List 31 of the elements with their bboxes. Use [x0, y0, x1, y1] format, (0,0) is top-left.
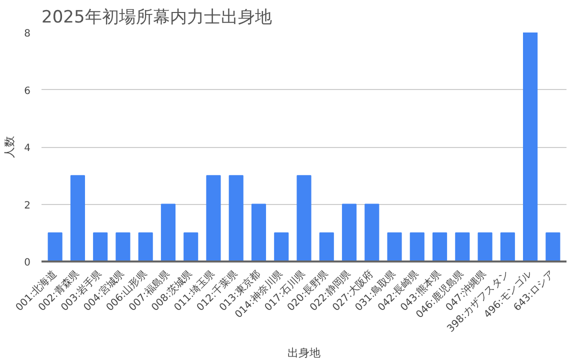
- bar: [116, 232, 130, 262]
- y-tick-label: 4: [24, 143, 31, 154]
- bar: [410, 232, 424, 262]
- y-tick-label: 8: [24, 28, 31, 40]
- bar: [455, 232, 470, 262]
- y-tick-label: 2: [24, 200, 31, 212]
- bar: [160, 204, 176, 262]
- y-tick-label: 0: [24, 258, 31, 268]
- x-axis-title: 出身地: [288, 346, 320, 360]
- bar: [228, 175, 244, 262]
- bar: [319, 232, 334, 262]
- bar: [364, 204, 380, 262]
- bar: [206, 175, 221, 262]
- bar: [274, 232, 289, 262]
- bar: [478, 232, 492, 262]
- y-tick-label: 6: [24, 86, 31, 97]
- bar: [432, 232, 448, 262]
- bar: [251, 204, 266, 262]
- chart-title: 2025年初場所幕内力士出身地: [42, 8, 272, 28]
- bar: [184, 232, 198, 262]
- bar: [48, 232, 62, 262]
- bar: [93, 232, 108, 262]
- y-axis-title: 人数: [3, 136, 16, 158]
- bar: [500, 232, 515, 262]
- bar: [296, 175, 312, 262]
- bar: [70, 175, 85, 262]
- bar: [387, 232, 402, 262]
- bar: [546, 232, 560, 262]
- bar: [342, 204, 357, 262]
- bar: [523, 32, 538, 262]
- bar: [138, 232, 153, 262]
